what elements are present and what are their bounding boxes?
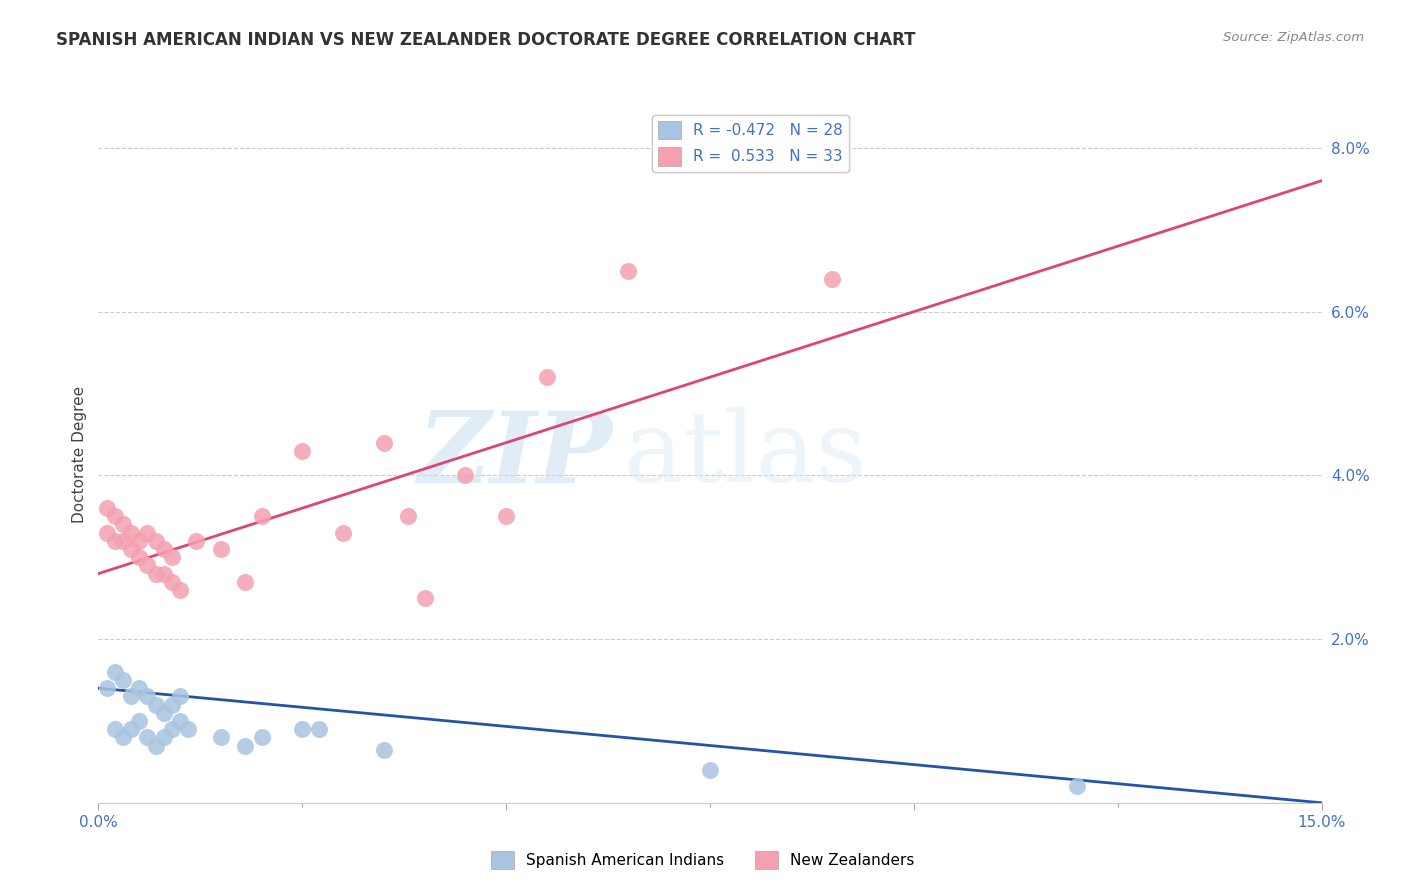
Point — [128, 714, 150, 728]
Point — [104, 722, 127, 736]
Point — [104, 665, 127, 679]
Point — [160, 574, 183, 589]
Point — [145, 739, 167, 753]
Point — [120, 690, 142, 704]
Point — [495, 509, 517, 524]
Legend: Spanish American Indians, New Zealanders: Spanish American Indians, New Zealanders — [485, 845, 921, 875]
Text: atlas: atlas — [624, 407, 868, 503]
Point — [136, 525, 159, 540]
Point — [160, 698, 183, 712]
Point — [169, 690, 191, 704]
Point — [145, 698, 167, 712]
Point — [169, 714, 191, 728]
Point — [250, 509, 273, 524]
Point — [96, 501, 118, 516]
Point — [308, 722, 330, 736]
Point — [250, 731, 273, 745]
Point — [209, 542, 232, 557]
Point — [96, 525, 118, 540]
Y-axis label: Doctorate Degree: Doctorate Degree — [72, 386, 87, 524]
Point — [145, 533, 167, 548]
Point — [160, 550, 183, 565]
Point — [104, 509, 127, 524]
Point — [104, 533, 127, 548]
Point — [396, 509, 419, 524]
Point — [454, 468, 477, 483]
Point — [413, 591, 436, 606]
Point — [136, 690, 159, 704]
Point — [152, 706, 174, 720]
Point — [233, 739, 256, 753]
Point — [373, 742, 395, 756]
Point — [177, 722, 200, 736]
Point — [111, 673, 134, 687]
Point — [128, 681, 150, 696]
Point — [186, 533, 208, 548]
Text: ZIP: ZIP — [418, 407, 612, 503]
Point — [111, 731, 134, 745]
Text: SPANISH AMERICAN INDIAN VS NEW ZEALANDER DOCTORATE DEGREE CORRELATION CHART: SPANISH AMERICAN INDIAN VS NEW ZEALANDER… — [56, 31, 915, 49]
Point — [152, 542, 174, 557]
Point — [120, 525, 142, 540]
Point — [145, 566, 167, 581]
Point — [120, 542, 142, 557]
Point — [291, 443, 314, 458]
Point — [128, 533, 150, 548]
Point — [1066, 780, 1088, 794]
Point — [96, 681, 118, 696]
Point — [699, 763, 721, 777]
Point — [536, 370, 558, 384]
Point — [291, 722, 314, 736]
Point — [617, 264, 640, 278]
Point — [136, 558, 159, 573]
Legend: R = -0.472   N = 28, R =  0.533   N = 33: R = -0.472 N = 28, R = 0.533 N = 33 — [652, 115, 849, 172]
Point — [152, 566, 174, 581]
Point — [169, 582, 191, 597]
Point — [233, 574, 256, 589]
Point — [128, 550, 150, 565]
Point — [152, 731, 174, 745]
Point — [111, 517, 134, 532]
Text: Source: ZipAtlas.com: Source: ZipAtlas.com — [1223, 31, 1364, 45]
Point — [332, 525, 354, 540]
Point — [373, 435, 395, 450]
Point — [821, 272, 844, 286]
Point — [209, 731, 232, 745]
Point — [111, 533, 134, 548]
Point — [120, 722, 142, 736]
Point — [160, 722, 183, 736]
Point — [136, 731, 159, 745]
